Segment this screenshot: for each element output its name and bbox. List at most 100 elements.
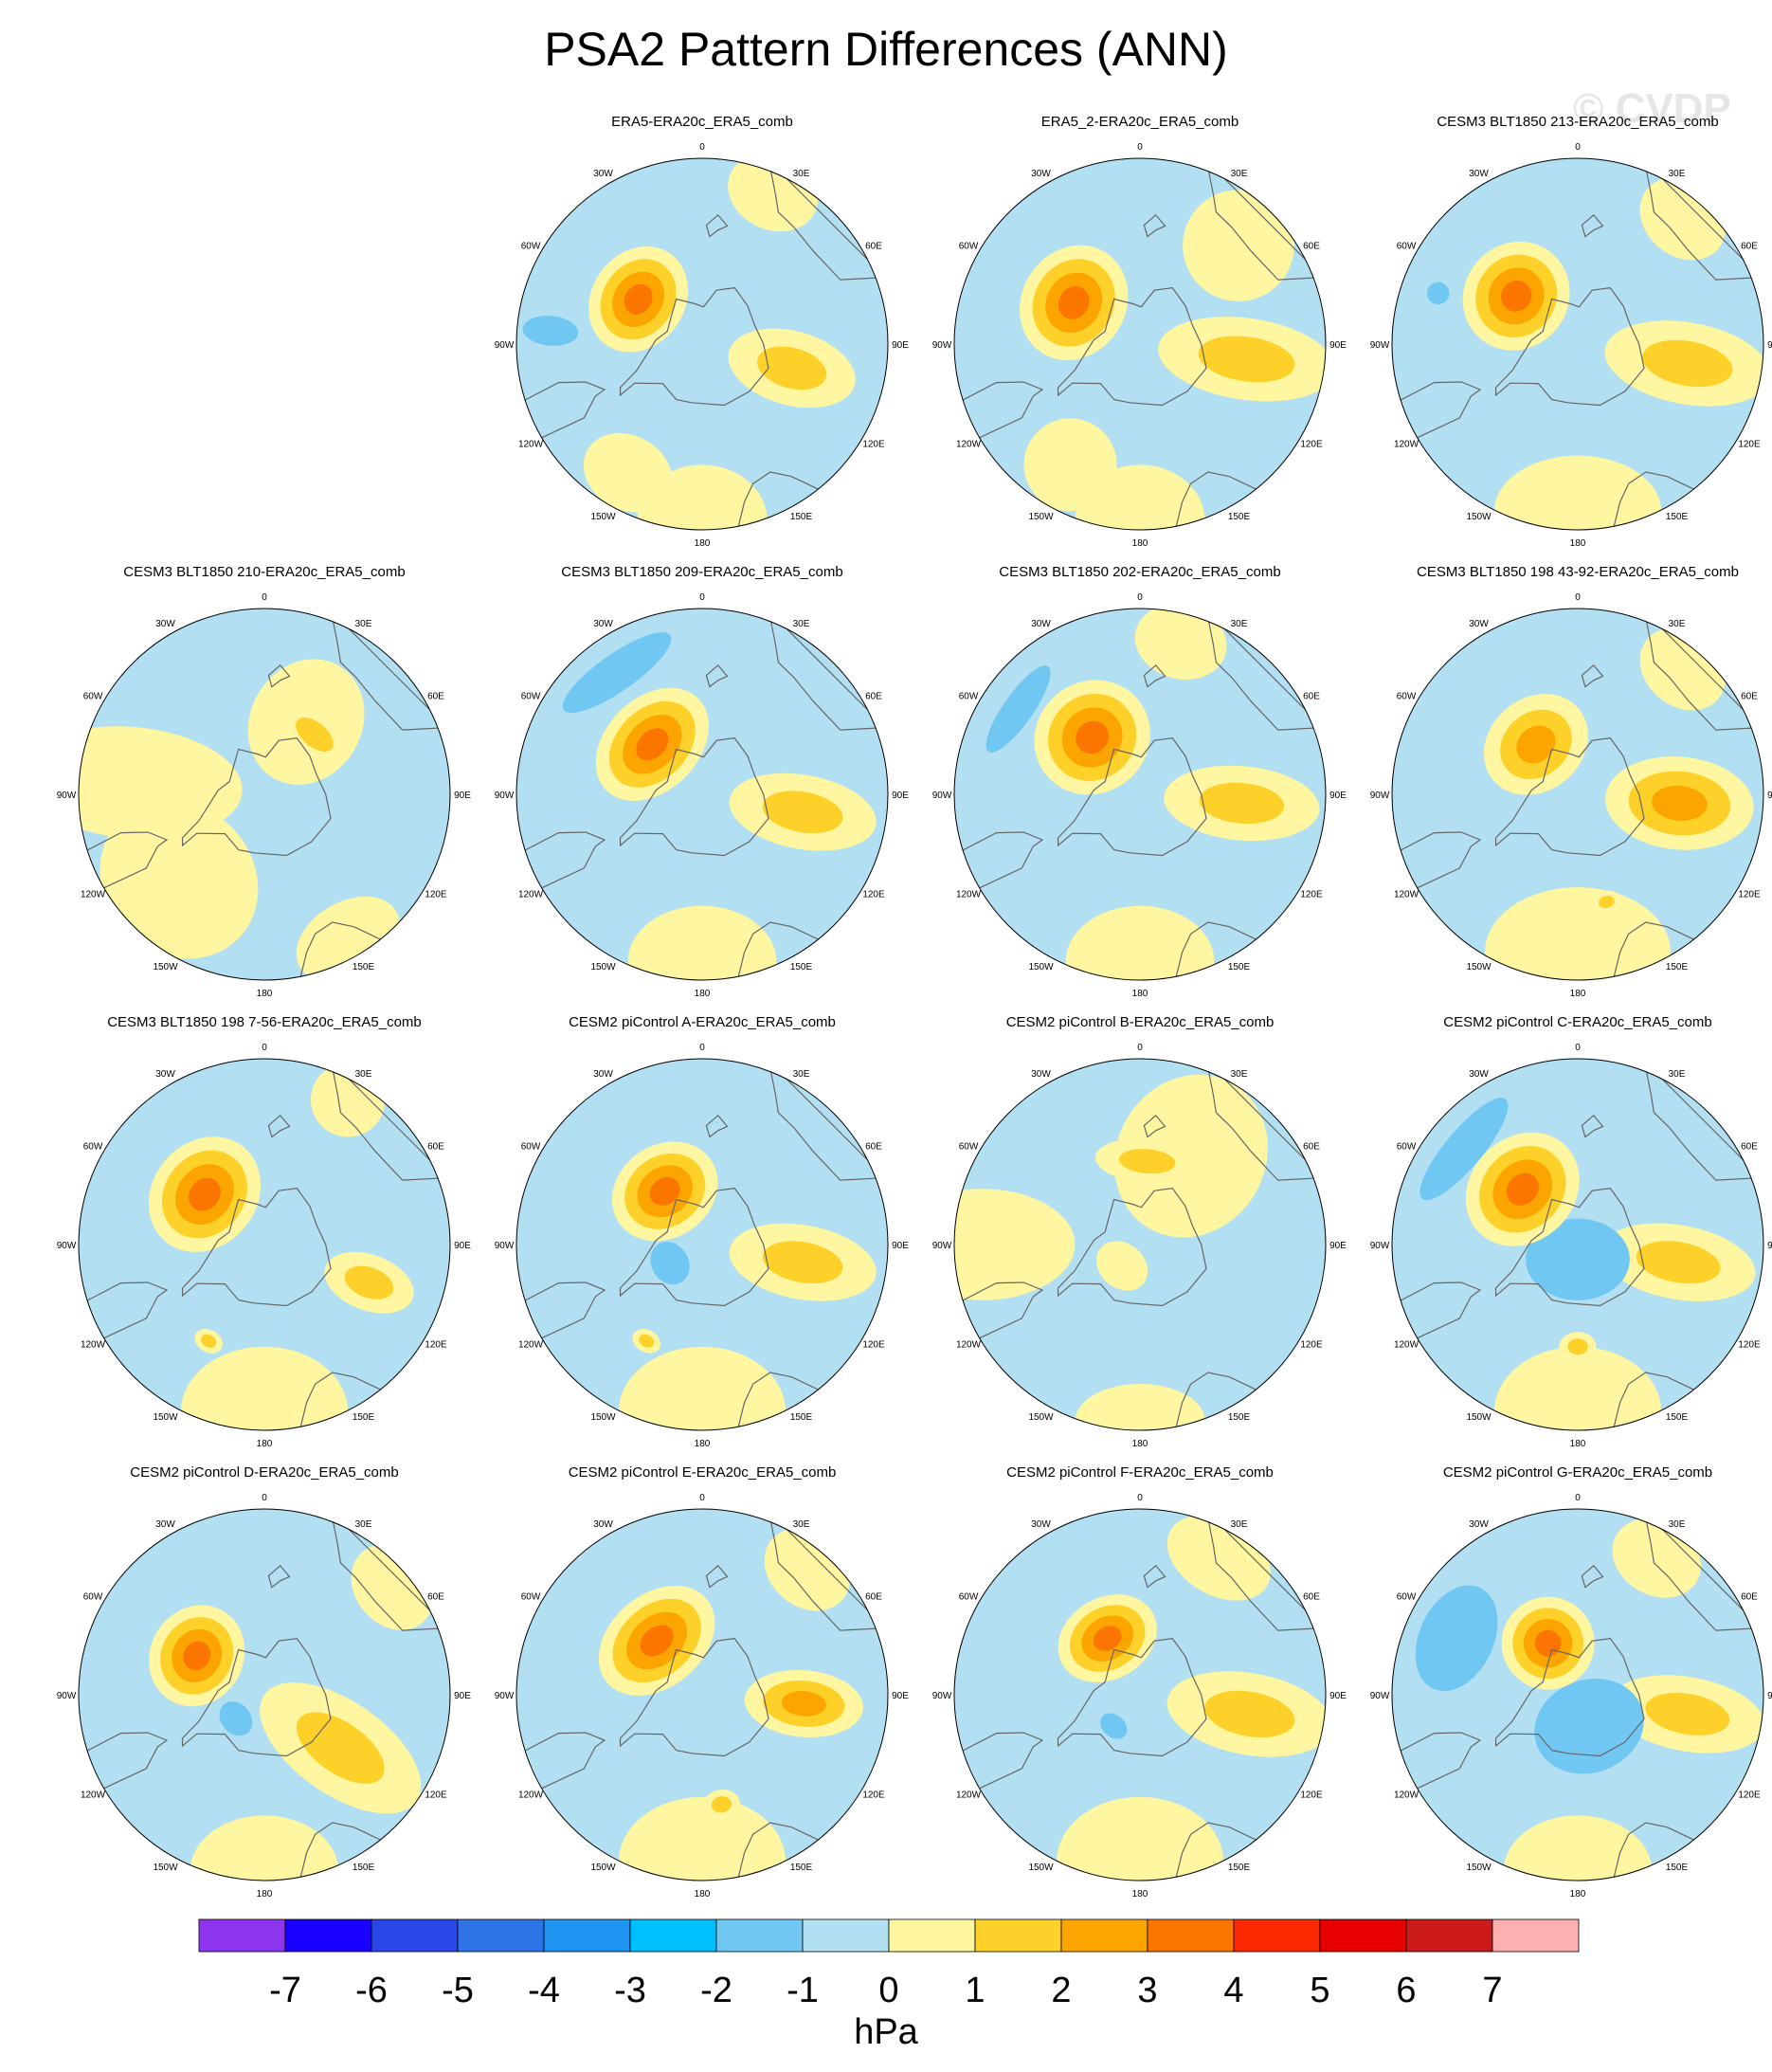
longitude-label: 120E xyxy=(1738,1340,1761,1351)
map-border xyxy=(1391,1058,1764,1431)
longitude-label: 30E xyxy=(793,1519,810,1530)
longitude-label: 150E xyxy=(1666,512,1689,522)
coastline xyxy=(1581,1114,1604,1138)
longitude-label: 0 xyxy=(1575,142,1581,153)
longitude-label: 120W xyxy=(956,1790,982,1801)
longitude-label: 90E xyxy=(892,791,909,801)
longitude-label: 90E xyxy=(1329,1241,1347,1251)
map-border xyxy=(515,1508,889,1881)
longitude-label: 120W xyxy=(81,1340,106,1351)
longitude-label: 0 xyxy=(262,1493,267,1503)
colorbar-tick-label: 2 xyxy=(1051,1971,1072,2010)
anomaly-contour xyxy=(711,1796,732,1813)
map-border xyxy=(953,1058,1327,1431)
longitude-label: 30W xyxy=(1469,619,1489,629)
longitude-label: 90W xyxy=(1370,1691,1390,1701)
coastline xyxy=(1057,286,1207,407)
longitude-label: 30E xyxy=(793,169,810,179)
coastline xyxy=(1494,736,1645,857)
coastline xyxy=(1643,1509,1763,1631)
polar-map: 0 30E 60E 90E 120E 150E 180 150W 120W 90W 60W 30W xyxy=(495,1043,910,1449)
longitude-label: 90W xyxy=(932,1241,952,1251)
longitude-label: 120W xyxy=(1394,1340,1419,1351)
longitude-label: 150W xyxy=(1466,1412,1492,1423)
longitude-label: 60E xyxy=(865,1592,882,1603)
longitude-label: 120W xyxy=(518,440,544,450)
longitude-label: 90W xyxy=(57,1241,77,1251)
panel-title: CESM3 BLT1850 210-ERA20c_ERA5_comb xyxy=(123,564,406,580)
anomaly-contour xyxy=(1076,720,1110,754)
anomaly-contour xyxy=(1636,1241,1721,1284)
longitude-label: 60E xyxy=(865,242,882,252)
panel-title: CESM2 piControl G-ERA20c_ERA5_comb xyxy=(1442,1464,1713,1481)
panel-title: ERA5-ERA20c_ERA5_comb xyxy=(611,114,793,130)
longitude-label: 0 xyxy=(1575,1493,1581,1503)
longitude-label: 0 xyxy=(1137,142,1143,153)
longitude-label: 150W xyxy=(1028,962,1054,972)
longitude-label: 60W xyxy=(521,1592,541,1603)
map-border xyxy=(1391,1508,1764,1881)
coastline xyxy=(330,1509,449,1631)
anomaly-contour xyxy=(762,1241,843,1284)
longitude-label: 30E xyxy=(793,1069,810,1080)
longitude-label: 60E xyxy=(1303,242,1320,252)
map-panel: CESM2 piControl B-ERA20c_ERA5_comb 0 30E 60… xyxy=(918,1014,1362,1460)
panel-title: CESM3 BLT1850 202-ERA20c_ERA5_comb xyxy=(999,564,1281,580)
colorbar-tick-label: 7 xyxy=(1482,1971,1503,2010)
panel-title: CESM2 piControl E-ERA20c_ERA5_comb xyxy=(568,1464,837,1481)
longitude-label: 120E xyxy=(425,890,447,900)
longitude-label: 60E xyxy=(1303,1592,1320,1603)
anomaly-contour xyxy=(1493,1346,1662,1430)
colorbar-tick-label: 6 xyxy=(1396,1971,1417,2010)
colorbar-swatch xyxy=(543,1918,631,1953)
map-panel: CESM2 piControl D-ERA20c_ERA5_comb 0 30E 60… xyxy=(43,1464,486,1910)
anomaly-contour xyxy=(781,1691,826,1717)
anomaly-contour xyxy=(1419,1098,1509,1201)
anomaly-contour xyxy=(1056,1796,1224,1881)
map-panel: CESM3 BLT1850 198 43-92-ERA20c_ERA5_comb… xyxy=(1356,564,1772,1009)
longitude-label: 150E xyxy=(790,1412,813,1423)
longitude-label: 60E xyxy=(427,1142,444,1153)
panel-title: CESM3 BLT1850 198 43-92-ERA20c_ERA5_comb xyxy=(1417,564,1739,580)
panel-title: ERA5_2-ERA20c_ERA5_comb xyxy=(1040,114,1239,130)
polar-map: 0 30E 60E 90E 120E 150E 180 150W 120W 90W 60W 30W xyxy=(932,592,1347,999)
anomaly-contour xyxy=(1506,1172,1539,1206)
longitude-label: 180 xyxy=(257,1439,273,1449)
longitude-label: 0 xyxy=(262,1043,267,1053)
longitude-label: 90W xyxy=(495,1691,515,1701)
colorbar-tick-label: -6 xyxy=(355,1971,388,2010)
coastline xyxy=(330,1059,449,1181)
map-border xyxy=(515,157,889,531)
longitude-label: 150W xyxy=(590,1412,616,1423)
longitude-label: 90W xyxy=(932,1691,952,1701)
anomaly-contour xyxy=(954,1189,1076,1300)
longitude-label: 150E xyxy=(353,1412,375,1423)
anomaly-contour xyxy=(1503,1815,1653,1881)
longitude-label: 60E xyxy=(427,1592,444,1603)
longitude-label: 150E xyxy=(353,1863,375,1873)
coastline xyxy=(181,1637,332,1757)
anomaly-contour xyxy=(1526,1218,1630,1300)
anomaly-contour xyxy=(1100,1713,1128,1739)
panel-title: CESM2 piControl D-ERA20c_ERA5_comb xyxy=(130,1464,399,1481)
longitude-label: 60W xyxy=(959,1142,979,1153)
coastline xyxy=(267,663,291,688)
anomaly-contour xyxy=(79,726,243,840)
longitude-label: 0 xyxy=(699,142,705,153)
colorbar-tick-label: -2 xyxy=(700,1971,732,2010)
longitude-label: 150W xyxy=(590,962,616,972)
longitude-label: 60W xyxy=(1397,1592,1417,1603)
longitude-label: 0 xyxy=(1137,592,1143,603)
longitude-label: 60E xyxy=(1741,1592,1758,1603)
coastline xyxy=(1205,1509,1325,1631)
colorbar-swatch xyxy=(1060,1918,1148,1953)
longitude-label: 120W xyxy=(518,1790,544,1801)
anomaly-contour xyxy=(183,1641,211,1671)
longitude-label: 120W xyxy=(1394,890,1419,900)
colorbar-tick-label: 4 xyxy=(1223,1971,1244,2010)
longitude-label: 180 xyxy=(695,1439,711,1449)
longitude-label: 90E xyxy=(892,1691,909,1701)
longitude-label: 90E xyxy=(1767,1691,1772,1701)
anomaly-contour xyxy=(1426,282,1450,305)
coastline xyxy=(1057,1637,1207,1757)
